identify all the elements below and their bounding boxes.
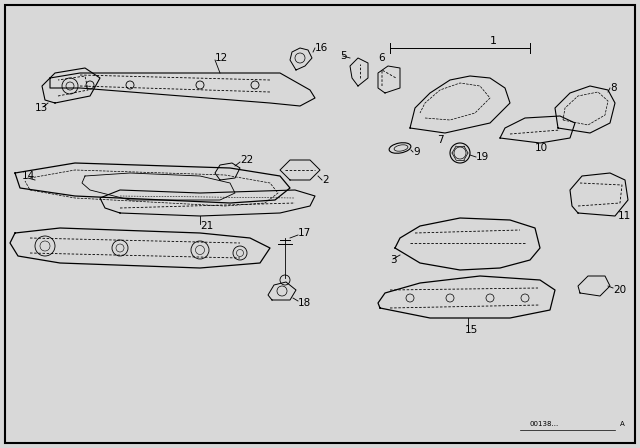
Text: 17: 17 xyxy=(298,228,311,238)
Text: 11: 11 xyxy=(618,211,631,221)
Text: 20: 20 xyxy=(613,285,626,295)
Text: 7: 7 xyxy=(437,135,444,145)
Text: 15: 15 xyxy=(465,325,478,335)
Text: 19: 19 xyxy=(476,152,489,162)
Text: 13: 13 xyxy=(35,103,48,113)
Text: 16: 16 xyxy=(315,43,328,53)
Text: 2: 2 xyxy=(322,175,328,185)
Text: 00138...: 00138... xyxy=(530,421,559,427)
Text: 14: 14 xyxy=(22,171,35,181)
Text: 18: 18 xyxy=(298,298,311,308)
Text: 3: 3 xyxy=(390,255,397,265)
Text: 1: 1 xyxy=(490,36,497,46)
Text: A: A xyxy=(620,421,625,427)
Text: 9: 9 xyxy=(413,147,420,157)
Text: 6: 6 xyxy=(378,53,385,63)
Text: 12: 12 xyxy=(215,53,228,63)
Text: 22: 22 xyxy=(240,155,253,165)
Text: 8: 8 xyxy=(610,83,616,93)
Text: 10: 10 xyxy=(535,143,548,153)
Text: 21: 21 xyxy=(200,221,213,231)
Text: 5: 5 xyxy=(340,51,347,61)
